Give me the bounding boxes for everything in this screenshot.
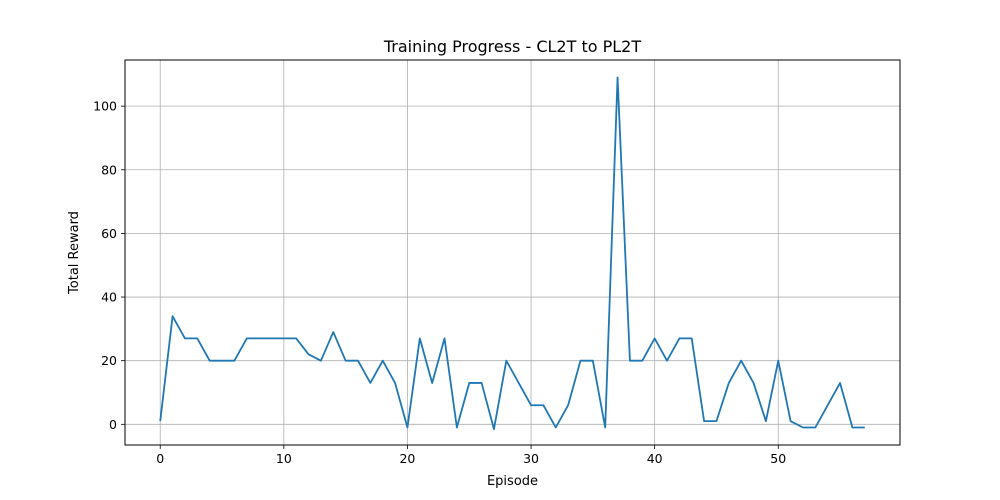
grid-lines [125,60,900,445]
x-tick-label: 20 [399,451,415,466]
reward-series-line [159,76,865,430]
x-tick-label: 30 [523,451,539,466]
y-tick-label: 80 [101,162,117,177]
x-tick-label: 0 [156,451,164,466]
y-tick-label: 0 [109,417,117,432]
x-axis-label: Episode [487,474,538,489]
x-axis: 0 10 20 30 40 50 [156,445,786,466]
x-tick-label: 50 [770,451,786,466]
y-tick-label: 60 [101,226,117,241]
y-axis-label: Total Reward [67,211,82,295]
plot-frame [124,59,901,446]
y-axis: 0 20 40 60 80 100 [93,99,125,432]
y-tick-label: 100 [93,99,117,114]
x-tick-label: 40 [647,451,663,466]
y-tick-label: 20 [101,353,117,368]
series-layer [159,76,865,430]
chart-title: Training Progress - CL2T to PL2T [383,37,641,56]
x-tick-label: 10 [276,451,292,466]
y-tick-label: 40 [101,290,117,305]
